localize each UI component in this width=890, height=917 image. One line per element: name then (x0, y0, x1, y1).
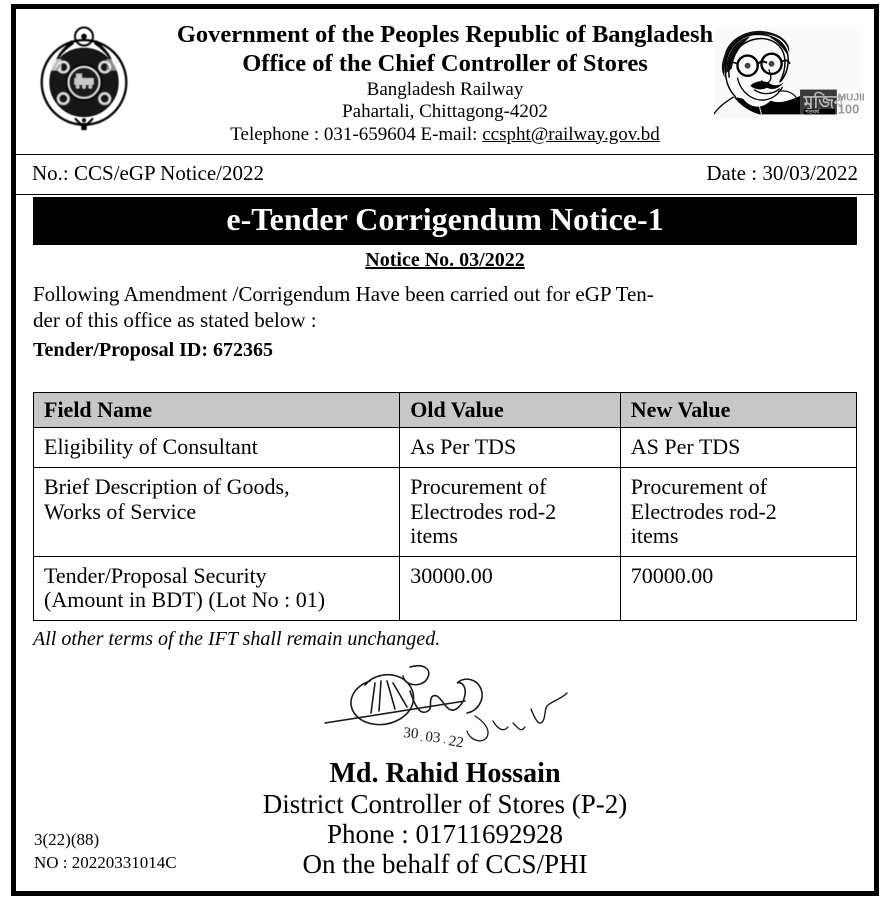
svg-text:.: . (420, 732, 424, 744)
svg-text:03: 03 (425, 729, 442, 746)
svg-text:100: 100 (838, 101, 859, 116)
svg-text:শতবর্ষ: শতবর্ষ (805, 108, 821, 116)
svg-text:.: . (443, 734, 447, 746)
svg-text:30: 30 (403, 725, 420, 742)
svg-text:22: 22 (447, 733, 465, 751)
